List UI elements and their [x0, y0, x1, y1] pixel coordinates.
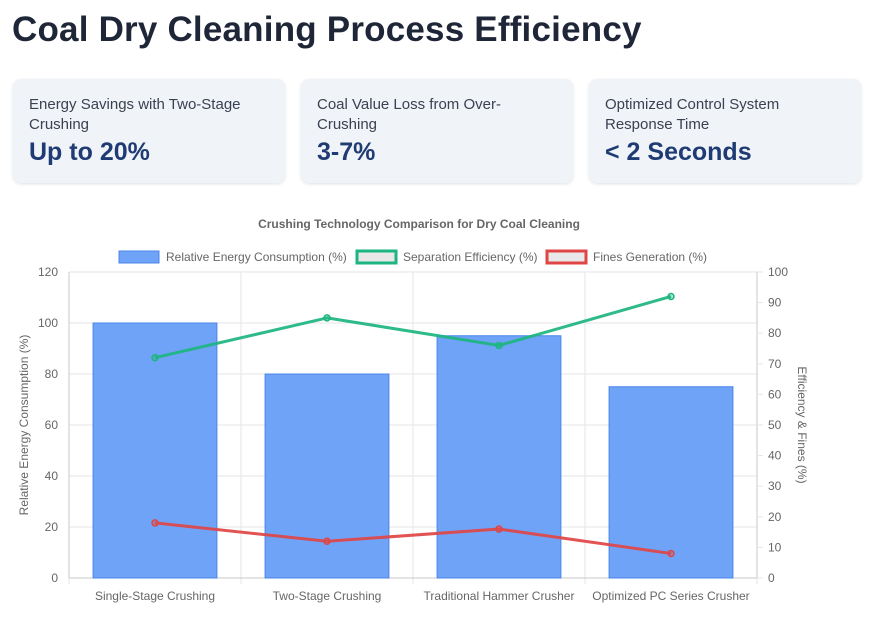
- line-point-1-3[interactable]: [667, 549, 675, 558]
- y-axis-title: Relative Energy Consumption (%): [17, 335, 31, 516]
- y2-tick-label: 90: [768, 296, 782, 310]
- chart-title: Crushing Technology Comparison for Dry C…: [258, 217, 580, 231]
- y2-tick-label: 20: [768, 510, 782, 524]
- y2-tick-label: 0: [768, 571, 775, 585]
- x-tick-label: Two-Stage Crushing: [273, 589, 382, 603]
- bar-energy-0[interactable]: [92, 322, 218, 579]
- y-tick-label: 40: [45, 469, 59, 483]
- stat-value: < 2 Seconds: [605, 138, 752, 166]
- y2-tick-label: 60: [768, 387, 782, 401]
- line-point-0-0[interactable]: [151, 353, 159, 362]
- stat-value: 3-7%: [317, 138, 376, 166]
- line-point-0-3[interactable]: [667, 292, 675, 301]
- bar-energy-3[interactable]: [608, 386, 734, 579]
- x-tick-label: Single-Stage Crushing: [95, 589, 215, 603]
- legend-swatch-0[interactable]: [118, 250, 160, 264]
- y2-tick-label: 10: [768, 540, 782, 554]
- stat-card-response-time: Optimized Control System Response Time <…: [589, 79, 861, 183]
- y2-axis-title: Efficiency & Fines (%): [795, 366, 809, 483]
- y2-tick-label: 40: [768, 449, 782, 463]
- legend-label-0: Relative Energy Consumption (%): [166, 250, 347, 264]
- y2-tick-label: 100: [768, 265, 788, 279]
- legend-label-1: Separation Efficiency (%): [403, 250, 538, 264]
- line-point-1-0[interactable]: [151, 519, 159, 527]
- y-tick-label: 100: [38, 316, 58, 330]
- y2-tick-label: 30: [768, 479, 782, 493]
- stat-label: Coal Value Loss from Over-Crushing: [317, 96, 501, 133]
- y-tick-label: 0: [51, 571, 58, 585]
- y2-tick-label: 80: [768, 326, 782, 340]
- y2-tick-label: 70: [768, 357, 782, 371]
- legend-swatch-2[interactable]: [545, 249, 588, 265]
- page-title: Coal Dry Cleaning Process Efficiency: [12, 10, 642, 49]
- y-tick-label: 80: [45, 367, 59, 381]
- x-tick-label: Traditional Hammer Crusher: [424, 589, 575, 603]
- stat-card-energy-savings: Energy Savings with Two-Stage Crushing U…: [13, 79, 285, 183]
- bar-energy-2[interactable]: [436, 335, 562, 579]
- line-series-0: [154, 295, 672, 360]
- line-point-1-1[interactable]: [323, 537, 331, 546]
- legend-swatch-1[interactable]: [355, 249, 398, 265]
- line-point-1-2[interactable]: [495, 525, 503, 533]
- y-tick-label: 20: [45, 520, 59, 534]
- bar-energy-1[interactable]: [264, 373, 390, 579]
- stat-label: Energy Savings with Two-Stage Crushing: [29, 96, 241, 133]
- stat-label: Optimized Control System Response Time: [605, 96, 780, 133]
- stat-value: Up to 20%: [29, 138, 150, 166]
- legend-label-2: Fines Generation (%): [593, 250, 707, 264]
- line-point-0-1[interactable]: [323, 314, 331, 322]
- x-tick-label: Optimized PC Series Crusher: [592, 589, 749, 603]
- stat-card-value-loss: Coal Value Loss from Over-Crushing 3-7%: [301, 79, 573, 183]
- line-point-0-2[interactable]: [495, 341, 503, 350]
- y-tick-label: 120: [38, 265, 58, 279]
- y-tick-label: 60: [45, 418, 59, 432]
- y2-tick-label: 50: [768, 418, 782, 432]
- line-series-1: [154, 521, 672, 556]
